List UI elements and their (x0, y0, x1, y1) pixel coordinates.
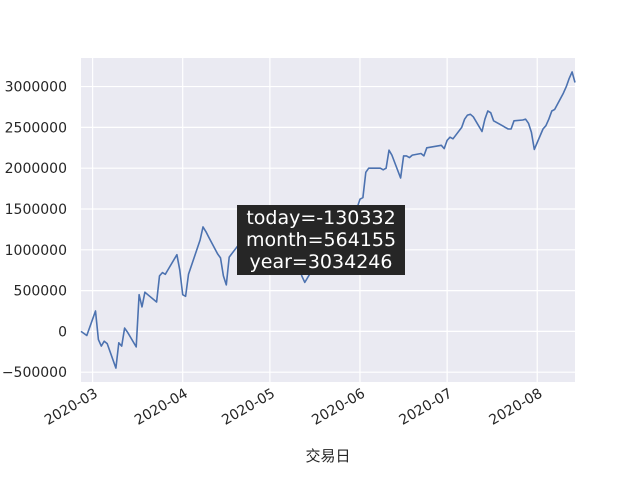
y-tick-label: 500000 (14, 284, 67, 300)
x-tick-label: 2020-08 (487, 386, 546, 429)
annotation-box (237, 205, 405, 275)
x-axis: 2020-03 2020-04 2020-05 2020-06 2020-07 2020-… (42, 386, 545, 429)
x-tick-label: 2020-03 (42, 386, 101, 429)
y-tick-label: 1500000 (5, 202, 67, 218)
y-tick-label: 1000000 (5, 243, 67, 259)
value-annotation: today=-130332 month=564155 year=3034246 (237, 205, 405, 275)
annotation-today: today=-130332 (246, 207, 395, 229)
y-tick-label: 3000000 (5, 80, 67, 96)
x-tick-label: 2020-07 (396, 386, 455, 429)
x-tick-label: 2020-05 (219, 386, 278, 429)
x-tick-label: 2020-06 (309, 386, 368, 429)
y-axis: −500000 0 500000 1000000 1500000 2000000 25000… (2, 80, 67, 382)
y-tick-label: 2500000 (5, 120, 67, 136)
y-tick-label: 2000000 (5, 161, 67, 177)
x-tick-label: 2020-04 (132, 386, 191, 429)
x-axis-label: 交易日 (305, 447, 350, 465)
y-tick-label: −500000 (2, 365, 67, 381)
annotation-year: year=3034246 (250, 251, 393, 273)
annotation-month: month=564155 (246, 229, 396, 251)
y-tick-label: 0 (58, 324, 67, 340)
